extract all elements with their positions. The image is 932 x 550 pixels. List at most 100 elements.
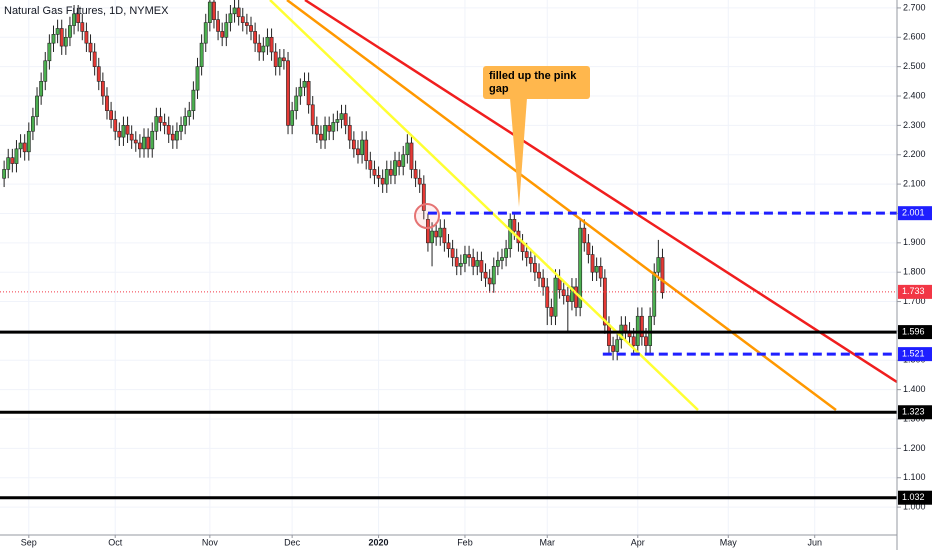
candle-body: [454, 257, 459, 267]
price-tag-label: 1.521: [902, 348, 925, 358]
candle-body: [438, 227, 443, 238]
candle-body: [561, 289, 566, 296]
candle-body: [76, 13, 81, 23]
candle-body: [306, 81, 311, 106]
candle-body: [508, 219, 513, 250]
candle-body: [286, 60, 290, 126]
candle-body: [68, 25, 72, 38]
candle-body: [463, 254, 467, 264]
candle-body: [96, 66, 101, 82]
candle-body: [2, 169, 7, 179]
y-tick-label: 2.300: [903, 120, 926, 130]
axes: 1.0001.1001.2001.3001.4001.5001.6001.700…: [21, 2, 932, 547]
callout-box: [483, 66, 590, 99]
candle-body: [417, 177, 422, 185]
candle-body: [105, 95, 109, 111]
price-tag: [898, 325, 932, 340]
y-tick-label: 1.000: [903, 501, 926, 511]
levels: [0, 211, 897, 500]
price-tag: [898, 405, 932, 420]
candle-body: [615, 339, 620, 352]
candle-body: [401, 154, 406, 167]
candle-body: [594, 266, 599, 273]
candle-body: [273, 51, 278, 67]
candle-body: [574, 286, 578, 308]
candle-body: [578, 227, 583, 308]
candle-body: [504, 248, 509, 258]
candle-body: [133, 139, 138, 144]
candle-body: [236, 7, 241, 18]
candle-body: [331, 122, 336, 132]
candle-body: [179, 125, 183, 132]
candle-body: [450, 248, 455, 258]
candle-body: [356, 148, 360, 156]
candle-body: [175, 130, 179, 141]
price-tag-label: 1.733: [902, 286, 925, 296]
candle-body: [191, 89, 196, 111]
candle-body: [195, 66, 200, 91]
candle-body: [158, 116, 163, 123]
candle-body: [335, 119, 340, 123]
candle-body: [35, 95, 39, 117]
callout-pointer: [510, 98, 527, 207]
candle-body: [549, 307, 554, 317]
candle-body: [257, 42, 262, 53]
x-tick-label: Oct: [108, 537, 123, 547]
price-tag: [898, 206, 932, 221]
candle-body: [212, 1, 216, 20]
candle-body: [244, 22, 249, 26]
candle-body: [290, 110, 295, 126]
candle-body: [63, 36, 68, 47]
candle-body: [372, 169, 377, 176]
candle-body: [565, 295, 570, 302]
candle-body: [487, 277, 492, 285]
candle-body: [582, 227, 587, 244]
candle-body: [146, 136, 151, 150]
candle-body: [607, 324, 611, 346]
candle-body: [220, 31, 225, 38]
candle-body: [302, 81, 307, 88]
candle-body: [121, 125, 126, 138]
candle-body: [351, 139, 356, 150]
candle-body: [84, 31, 89, 44]
y-tick-label: 2.400: [903, 90, 926, 100]
candle-body: [314, 125, 319, 135]
price-tag: [898, 490, 932, 505]
candle-body: [55, 28, 60, 35]
candle-body: [323, 125, 327, 141]
x-tick-label: Sep: [21, 537, 37, 547]
candle-body: [376, 174, 381, 179]
x-tick-label: Feb: [457, 537, 473, 547]
candle-body: [491, 266, 496, 285]
candle-body: [129, 133, 134, 141]
y-tick-label: 1.800: [903, 267, 926, 277]
candle-body: [570, 286, 574, 302]
candle-body: [162, 122, 167, 126]
candle-body: [137, 142, 142, 150]
candle-body: [14, 148, 19, 164]
candle-body: [426, 219, 430, 244]
candle-body: [277, 57, 282, 67]
candle-body: [602, 277, 607, 326]
candle-body: [343, 113, 348, 126]
candle-body: [644, 336, 648, 346]
candle-body: [495, 260, 500, 267]
candle-body: [142, 136, 146, 150]
candle-body: [475, 260, 480, 267]
y-tick-label: 2.200: [903, 149, 926, 159]
candle-body: [216, 19, 220, 32]
candle-body: [421, 183, 426, 211]
candle-body: [660, 257, 665, 294]
candle-body: [154, 116, 159, 132]
candle-body: [18, 142, 23, 150]
candle-body: [586, 242, 591, 255]
candle-body: [100, 81, 105, 97]
x-tick-label: Dec: [284, 537, 301, 547]
candle-body: [368, 160, 373, 170]
candle-body: [384, 169, 389, 185]
candle-body: [125, 125, 130, 135]
candle-body: [339, 113, 344, 120]
trend-line: [286, 0, 837, 412]
candle-body: [533, 263, 537, 273]
candle-body: [471, 257, 476, 267]
